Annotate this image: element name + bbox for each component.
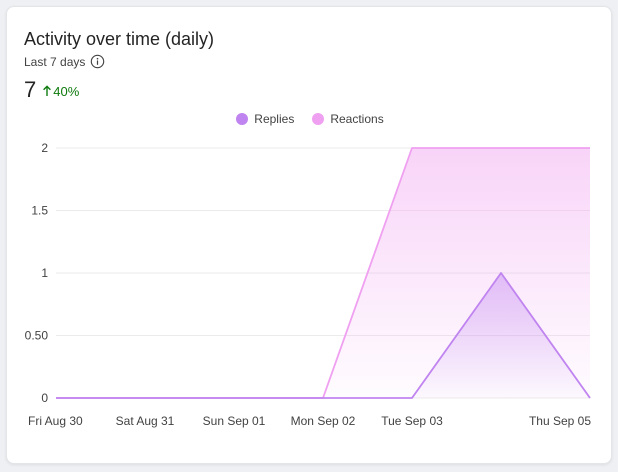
card-title: Activity over time (daily) — [24, 29, 215, 49]
arrow-up-icon — [42, 85, 52, 97]
y-tick-label: 0.50 — [25, 329, 49, 343]
x-tick-label: Fri Aug 30 — [28, 414, 83, 428]
y-tick-label: 2 — [41, 141, 48, 155]
legend-label: Replies — [254, 112, 295, 126]
legend-label: Reactions — [330, 112, 384, 126]
period-row: Last 7 days — [24, 54, 105, 69]
change-indicator: 40% — [42, 84, 79, 99]
period-label: Last 7 days — [24, 54, 86, 69]
legend-item-replies[interactable]: Replies — [236, 112, 294, 126]
metric-row: 7 40% — [24, 77, 79, 103]
legend-swatch — [312, 113, 325, 125]
legend-item-reactions[interactable]: Reactions — [312, 112, 384, 126]
chart-legend: Replies Reactions — [7, 112, 613, 126]
replies-area — [56, 273, 590, 398]
replies-line — [56, 272, 591, 399]
activity-chart: 0 0.50 1 1.5 2 Fri Aug 30 Sat Aug 31 Sun Sep 01… — [25, 141, 592, 428]
y-tick-label: 1.5 — [31, 204, 48, 218]
x-tick-label: Tue Sep 03 — [381, 414, 443, 428]
change-text: 40% — [53, 83, 80, 99]
x-tick-label: Sat Aug 31 — [116, 414, 175, 428]
total-value: 7 — [24, 77, 37, 102]
y-tick-label: 0 — [41, 391, 48, 405]
x-tick-label: Thu Sep 05 — [529, 414, 591, 428]
legend-swatch — [236, 113, 249, 125]
activity-card: Activity over time (daily) Last 7 days 7… — [6, 6, 612, 464]
x-tick-label: Sun Sep 01 — [203, 414, 266, 428]
info-icon[interactable] — [90, 54, 105, 69]
y-tick-label: 1 — [41, 266, 48, 280]
x-tick-label: Mon Sep 02 — [291, 414, 356, 428]
